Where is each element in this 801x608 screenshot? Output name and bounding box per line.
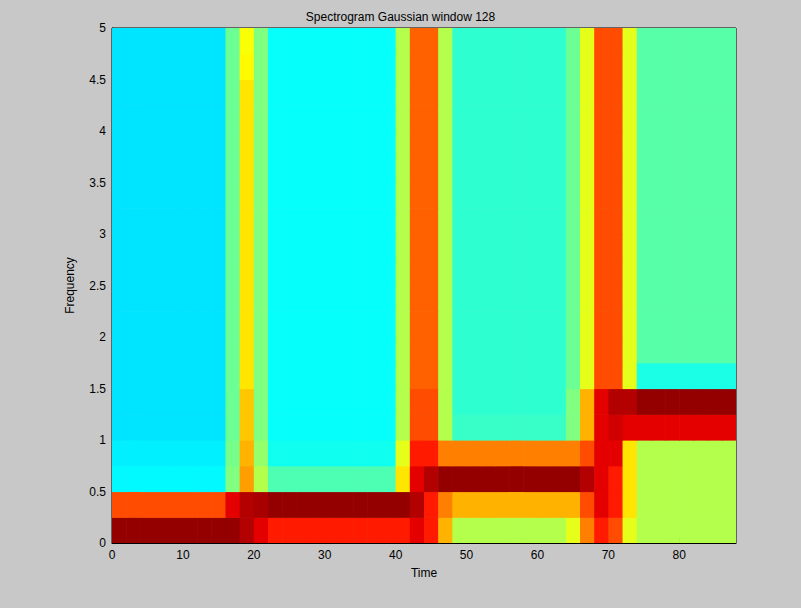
svg-text:60: 60 xyxy=(531,548,545,562)
svg-text:3: 3 xyxy=(99,227,106,241)
svg-text:Spectrogram Gaussian window 12: Spectrogram Gaussian window 128 xyxy=(306,10,496,24)
svg-text:80: 80 xyxy=(673,548,687,562)
svg-text:5: 5 xyxy=(99,21,106,35)
svg-text:50: 50 xyxy=(460,548,474,562)
svg-text:4.5: 4.5 xyxy=(89,73,106,87)
svg-text:3.5: 3.5 xyxy=(89,176,106,190)
svg-text:1: 1 xyxy=(99,433,106,447)
svg-text:70: 70 xyxy=(602,548,616,562)
svg-text:Frequency: Frequency xyxy=(63,257,77,314)
svg-text:0: 0 xyxy=(99,536,106,550)
svg-text:2.5: 2.5 xyxy=(89,279,106,293)
svg-text:40: 40 xyxy=(389,548,403,562)
svg-text:10: 10 xyxy=(176,548,190,562)
svg-text:4: 4 xyxy=(99,124,106,138)
svg-text:30: 30 xyxy=(318,548,332,562)
svg-text:0.5: 0.5 xyxy=(89,485,106,499)
svg-text:Time: Time xyxy=(411,566,438,580)
svg-text:1.5: 1.5 xyxy=(89,382,106,396)
svg-text:2: 2 xyxy=(99,330,106,344)
svg-text:0: 0 xyxy=(109,548,116,562)
svg-text:20: 20 xyxy=(247,548,261,562)
